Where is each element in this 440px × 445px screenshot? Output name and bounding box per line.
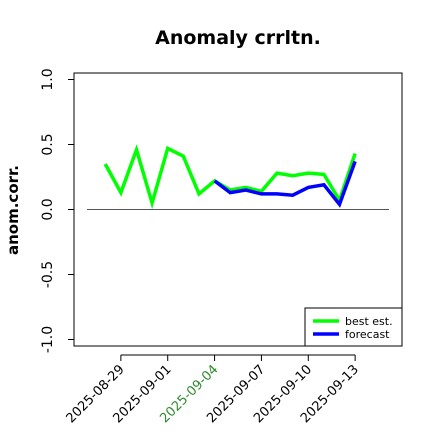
y-axis: 1.0 0.5 0.0 -0.5 -1.0 — [40, 68, 74, 353]
y-tick-label: -0.5 — [40, 261, 56, 288]
chart-title: Anomaly crrltn. — [155, 27, 321, 49]
legend: best est.forecast — [304, 307, 403, 347]
series-group — [103, 144, 357, 210]
legend-entry-label: forecast — [345, 328, 390, 341]
y-axis-label: anom.corr. — [4, 165, 22, 255]
legend-entry-label: best est. — [345, 315, 393, 328]
x-axis: 2025-08-292025-09-012025-09-042025-09-07… — [64, 354, 362, 426]
series-line-best-est — [103, 144, 357, 210]
y-tick-label: 0.0 — [40, 198, 56, 220]
y-tick-label: 1.0 — [40, 68, 56, 90]
y-tick-label: -1.0 — [40, 326, 56, 353]
y-tick-label: 0.5 — [40, 133, 56, 155]
series-line-forecast — [213, 160, 357, 208]
legend-box — [304, 307, 403, 347]
